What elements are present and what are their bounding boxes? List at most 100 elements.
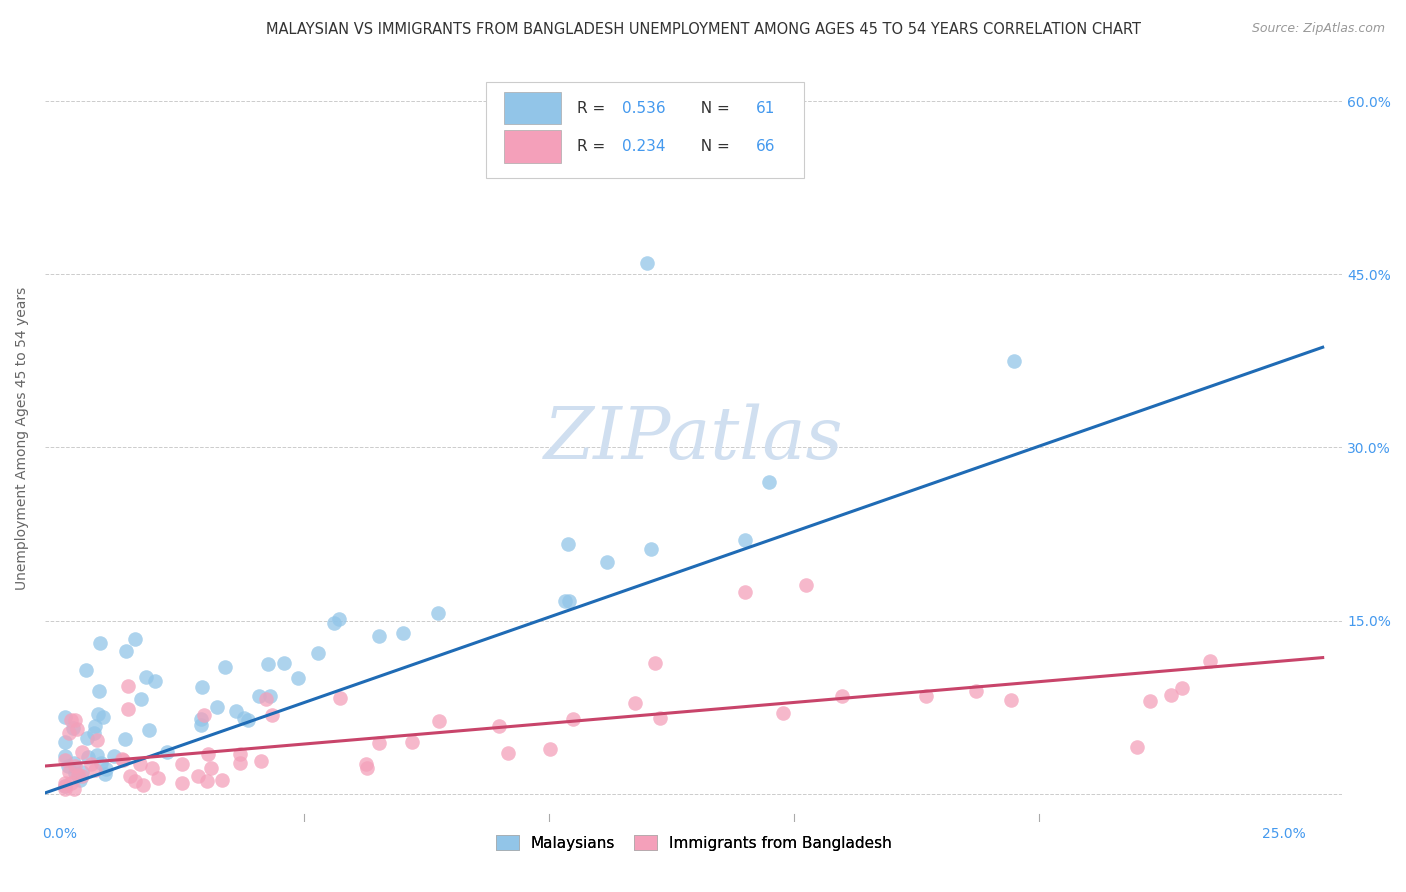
Point bbox=[648, 711, 671, 725]
Point bbox=[66, 722, 89, 736]
Point bbox=[129, 757, 152, 772]
Point bbox=[55, 779, 77, 793]
Point bbox=[89, 756, 111, 771]
FancyBboxPatch shape bbox=[486, 82, 804, 178]
Text: R =: R = bbox=[576, 101, 610, 116]
Point bbox=[640, 541, 662, 556]
Point bbox=[557, 537, 579, 551]
Point bbox=[734, 584, 756, 599]
Point bbox=[70, 765, 93, 780]
Point bbox=[124, 773, 146, 788]
Point bbox=[1002, 354, 1025, 368]
Point bbox=[562, 711, 585, 725]
Point bbox=[328, 612, 350, 626]
Point bbox=[596, 555, 619, 569]
Point bbox=[170, 776, 193, 790]
Point bbox=[914, 690, 936, 704]
Point bbox=[257, 657, 280, 671]
Point bbox=[538, 742, 561, 756]
Text: 0.536: 0.536 bbox=[623, 101, 666, 116]
Text: R =: R = bbox=[576, 139, 610, 154]
Text: N =: N = bbox=[690, 101, 735, 116]
Point bbox=[155, 745, 177, 759]
Point bbox=[53, 748, 76, 763]
Point bbox=[558, 594, 581, 608]
Point bbox=[89, 636, 111, 650]
Point bbox=[66, 768, 89, 782]
Point bbox=[118, 769, 141, 783]
Point bbox=[329, 690, 352, 705]
Point bbox=[190, 718, 212, 732]
Text: 0.234: 0.234 bbox=[623, 139, 666, 154]
Text: Source: ZipAtlas.com: Source: ZipAtlas.com bbox=[1251, 22, 1385, 36]
Y-axis label: Unemployment Among Ages 45 to 54 years: Unemployment Among Ages 45 to 54 years bbox=[15, 287, 30, 591]
Point bbox=[117, 679, 139, 693]
Point bbox=[65, 758, 87, 772]
Point bbox=[72, 746, 94, 760]
Point bbox=[66, 769, 89, 783]
Point bbox=[111, 753, 134, 767]
Point bbox=[60, 713, 83, 727]
Point bbox=[260, 707, 283, 722]
Point bbox=[368, 629, 391, 643]
Point bbox=[401, 735, 423, 749]
Point bbox=[1170, 681, 1192, 695]
Point bbox=[354, 756, 377, 771]
Point bbox=[287, 671, 309, 685]
Point bbox=[1139, 694, 1161, 708]
Point bbox=[141, 761, 163, 775]
Point bbox=[794, 578, 817, 592]
Point bbox=[59, 775, 82, 789]
Point bbox=[53, 735, 76, 749]
Point bbox=[624, 696, 647, 710]
Point bbox=[138, 723, 160, 737]
Point bbox=[62, 756, 84, 771]
Text: MALAYSIAN VS IMMIGRANTS FROM BANGLADESH UNEMPLOYMENT AMONG AGES 45 TO 54 YEARS C: MALAYSIAN VS IMMIGRANTS FROM BANGLADESH … bbox=[266, 22, 1140, 37]
Point bbox=[211, 773, 233, 788]
Point bbox=[273, 656, 295, 670]
Point bbox=[69, 773, 91, 788]
Point bbox=[110, 752, 132, 766]
Point bbox=[84, 718, 107, 732]
Point bbox=[233, 711, 256, 725]
Point bbox=[254, 692, 277, 706]
Point bbox=[322, 615, 344, 630]
Point bbox=[758, 475, 780, 489]
Point bbox=[115, 644, 138, 658]
Point bbox=[58, 725, 80, 739]
FancyBboxPatch shape bbox=[505, 92, 561, 124]
Point bbox=[356, 761, 378, 775]
Point bbox=[170, 756, 193, 771]
Text: 61: 61 bbox=[756, 101, 775, 116]
Point bbox=[63, 766, 86, 780]
Point bbox=[76, 731, 98, 745]
Text: 66: 66 bbox=[756, 139, 775, 154]
Point bbox=[53, 753, 76, 767]
Point bbox=[195, 774, 218, 789]
Point bbox=[392, 625, 415, 640]
Point bbox=[53, 782, 76, 797]
Point bbox=[250, 754, 273, 768]
Point bbox=[124, 632, 146, 647]
Point bbox=[117, 701, 139, 715]
Point bbox=[429, 714, 451, 728]
Point bbox=[1000, 693, 1022, 707]
Point bbox=[200, 761, 222, 775]
Point bbox=[135, 670, 157, 684]
Point bbox=[62, 721, 84, 735]
Text: N =: N = bbox=[690, 139, 735, 154]
Point bbox=[965, 683, 987, 698]
Point bbox=[205, 700, 228, 714]
Point bbox=[86, 733, 108, 747]
Point bbox=[132, 778, 155, 792]
Point bbox=[308, 646, 330, 660]
Point bbox=[496, 746, 519, 760]
Point bbox=[488, 719, 510, 733]
Point bbox=[247, 689, 270, 703]
Point bbox=[91, 710, 114, 724]
Point bbox=[554, 594, 576, 608]
Point bbox=[83, 763, 105, 777]
Point bbox=[644, 656, 666, 670]
Point bbox=[75, 664, 97, 678]
Point bbox=[197, 747, 219, 761]
